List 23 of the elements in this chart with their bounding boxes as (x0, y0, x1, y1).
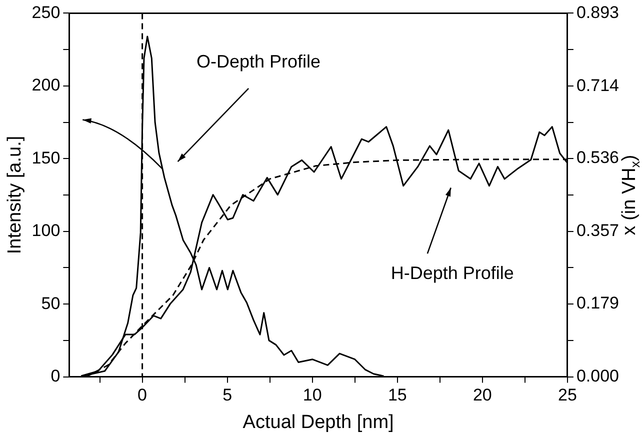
x-tick-label: 15 (388, 386, 407, 405)
y2-tick-label: 0.179 (576, 294, 620, 313)
y2-axis-title: x (in VHx) (619, 154, 643, 236)
x-tick-label: 20 (472, 386, 492, 405)
y-tick-label: 50 (41, 294, 60, 313)
y-tick-label: 250 (32, 2, 60, 22)
y-tick-label: 100 (32, 221, 60, 240)
annotation: O-Depth Profile (196, 51, 321, 72)
y-tick-label: 0 (50, 366, 60, 386)
annotation: H-Depth Profile (390, 263, 514, 284)
y2-tick-label: 0.893 (576, 2, 620, 22)
y-tick-label: 150 (32, 148, 60, 168)
y2-tick-label: 0.357 (576, 221, 620, 240)
y2-tick-label: 0.000 (576, 366, 620, 386)
y-axis-title: Intensity [a.u.] (4, 136, 26, 254)
x-tick-label: 0 (138, 386, 148, 405)
y2-tick-label: 0.536 (576, 148, 620, 168)
x-tick-label: 5 (222, 386, 232, 405)
x-tick-label: 10 (302, 386, 322, 405)
x-axis-title: Actual Depth [nm] (242, 412, 394, 433)
y2-tick-label: 0.714 (576, 76, 620, 95)
y-tick-label: 200 (32, 76, 60, 95)
x-tick-label: 25 (558, 386, 577, 405)
